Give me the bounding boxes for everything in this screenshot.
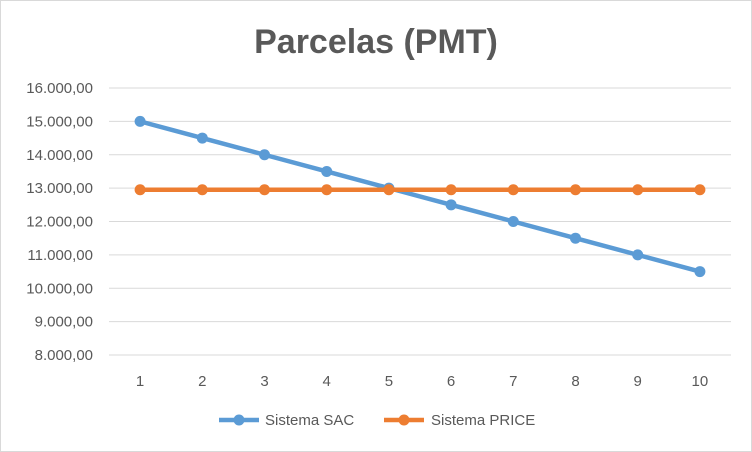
chart-title: Parcelas (PMT) [254, 23, 498, 61]
data-point [445, 199, 457, 211]
y-tick-label: 14.000,00 [26, 147, 93, 164]
x-axis: 1 2 3 4 5 6 7 8 9 10 [136, 373, 708, 390]
legend-item: Sistema SAC [219, 412, 354, 429]
legend-marker [398, 414, 410, 426]
data-point [134, 115, 146, 127]
y-axis: 8.000,00 9.000,00 10.000,00 11.000,00 12.000… [26, 80, 93, 364]
data-point [196, 132, 208, 144]
y-tick-label: 15.000,00 [26, 113, 93, 130]
x-tick-label: 1 [136, 373, 144, 390]
data-point [507, 216, 519, 227]
y-tick-label: 8.000,00 [35, 347, 93, 364]
data-point [570, 232, 581, 244]
y-tick-label: 12.000,00 [26, 214, 93, 231]
legend-marker [233, 414, 245, 426]
legend: Sistema SAC Sistema PRICE [219, 412, 535, 429]
x-tick-label: 5 [385, 373, 393, 390]
y-tick-label: 9.000,00 [35, 314, 93, 331]
x-tick-label: 4 [323, 373, 331, 390]
data-point [196, 184, 208, 196]
data-point [507, 184, 519, 196]
data-point [632, 184, 644, 196]
y-tick-label: 13.000,00 [26, 180, 93, 197]
data-point [321, 165, 333, 177]
series-group [134, 115, 706, 278]
series-price [134, 184, 706, 196]
legend-item: Sistema PRICE [384, 412, 535, 429]
series-line [137, 119, 703, 274]
x-tick-label: 10 [692, 373, 709, 390]
series-sac [134, 115, 706, 278]
data-point [694, 266, 706, 278]
data-point [694, 184, 706, 196]
x-tick-label: 6 [447, 373, 455, 390]
y-tick-label: 10.000,00 [26, 280, 93, 297]
y-tick-label: 11.000,00 [27, 247, 93, 264]
legend-label: Sistema PRICE [431, 412, 535, 429]
x-tick-label: 9 [634, 373, 642, 390]
x-tick-label: 3 [260, 373, 268, 390]
x-tick-label: 8 [571, 373, 579, 390]
data-point [383, 184, 395, 196]
data-point [632, 249, 644, 261]
y-tick-label: 16.000,00 [26, 80, 93, 97]
gridlines [109, 87, 731, 356]
x-tick-label: 7 [509, 373, 517, 390]
data-point [445, 184, 457, 196]
data-point [134, 184, 146, 196]
x-tick-label: 2 [198, 373, 206, 390]
data-point [259, 184, 270, 196]
data-point [321, 184, 333, 196]
legend-label: Sistema SAC [265, 412, 354, 429]
data-point [259, 149, 270, 161]
data-point [570, 184, 581, 196]
